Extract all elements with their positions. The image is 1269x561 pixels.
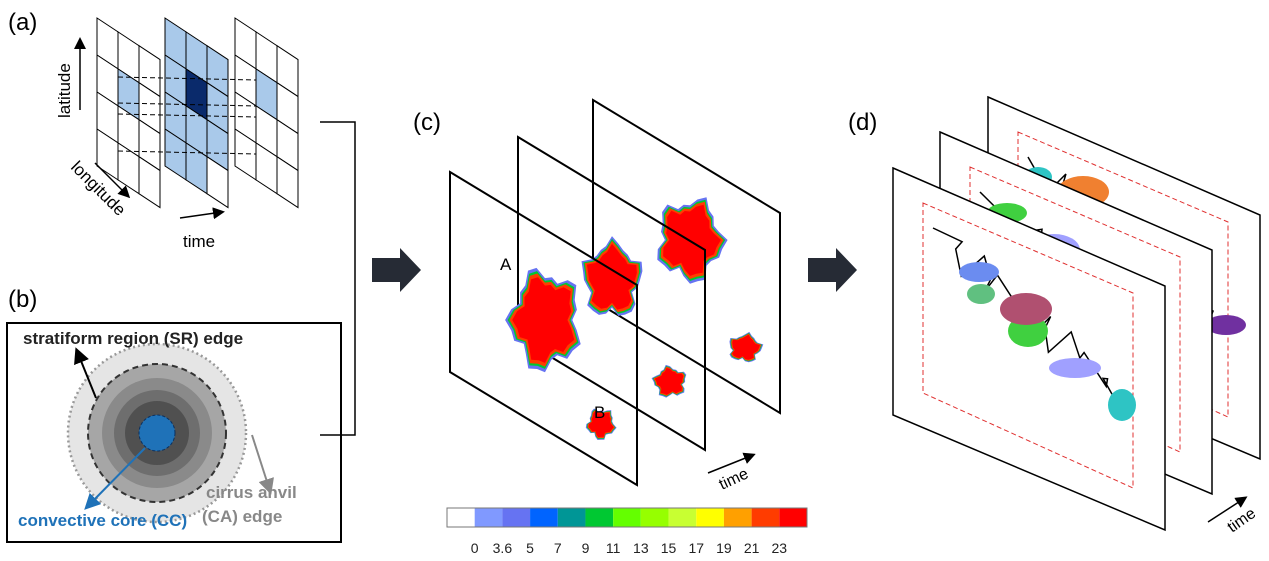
time-arrow-c [707,452,756,474]
time-label-c: time [717,465,752,493]
colorbar-tick-label: 11 [606,540,621,556]
colorbar-swatch [557,508,586,527]
grid-cell [276,155,299,209]
colorbar-swatch [585,508,614,527]
storm-echo [588,411,614,438]
colorbar-tick-label: 7 [554,540,562,556]
flow-arrow-2 [808,248,857,292]
colorbar-tick-label: 15 [661,540,677,556]
panel-a-label: (a) [8,9,37,36]
grid-cell [138,155,161,209]
colorbar-swatch [613,508,641,527]
colorbar: 0 3.6 5 7 9 11 13 15 17 19 21 23 [446,507,808,556]
flow-arrow-1 [372,248,421,292]
panel-b-label: (b) [8,286,37,313]
storm-echo [654,368,684,395]
colorbar-tick-label: 5 [526,540,534,556]
colorbar-swatch [447,508,475,527]
colorbar-tick-label: 9 [582,540,590,556]
time-label-a: time [183,232,215,251]
tracked-system [967,284,995,304]
colorbar-swatch [696,508,724,527]
radar-frame-1 [449,170,638,487]
colorbar-swatch [640,508,669,527]
tracked-system [1000,293,1052,325]
tracked-system [1049,358,1101,378]
radar-frame-2 [517,135,706,452]
time-arrow-d [1207,496,1248,523]
bracket [320,121,356,436]
colorbar-tick-label: 0 [471,540,479,556]
time-arrow-a [179,207,225,220]
storm-echo [663,204,721,276]
grid-cell [206,155,229,209]
colorbar-swatch [474,508,503,527]
longitude-arrow [94,162,131,199]
grid-stack [96,17,299,209]
tracked-system [1206,315,1246,335]
radar-frame-3 [592,98,781,415]
time-label-d: time [1225,505,1260,536]
colorbar-tick-label: 13 [633,540,649,556]
storm-schematic [66,342,248,524]
colorbar-swatch [502,508,531,527]
tracking-frame-1 [892,166,1166,532]
marker-b: B [594,403,605,422]
colorbar-tick-label: 23 [772,540,788,556]
cc-label: convective core (CC) [18,511,187,530]
grid-time-2 [164,17,229,209]
tracked-system [1108,389,1136,421]
storm-echo [512,277,575,363]
panel-d-label: (d) [848,109,877,136]
storm-echo [732,334,760,360]
tracking-map-frames [892,95,1261,532]
ca-edge-arrow [251,434,274,495]
ca-edge-label-2: (CA) edge [202,507,282,526]
colorbar-tick-label: 17 [688,540,704,556]
colorbar-swatch [668,508,697,527]
ca-edge-label-1: cirrus anvil [206,483,297,502]
radar-frames [449,98,781,487]
colorbar-swatch [751,508,780,527]
colorbar-swatch [530,508,558,527]
sr-edge-label: stratiform region (SR) edge [23,329,243,348]
marker-a: A [500,255,512,274]
colorbar-tick-label: 3.6 [493,540,513,556]
sr-edge-arrow [74,347,97,399]
grid-time-1 [96,17,161,209]
cc-arrow [84,447,146,510]
grid-dashed-links [117,76,257,155]
convective-core [138,414,176,452]
colorbar-swatch [779,508,807,527]
grid-time-3 [234,17,299,209]
storm-echo [586,243,637,310]
panel-c-label: (c) [413,109,441,136]
tracked-system [959,262,999,282]
colorbar-tick-label: 19 [716,540,732,556]
latitude-label: latitude [55,63,74,118]
colorbar-swatch [723,508,752,527]
colorbar-tick-label: 21 [744,540,760,556]
